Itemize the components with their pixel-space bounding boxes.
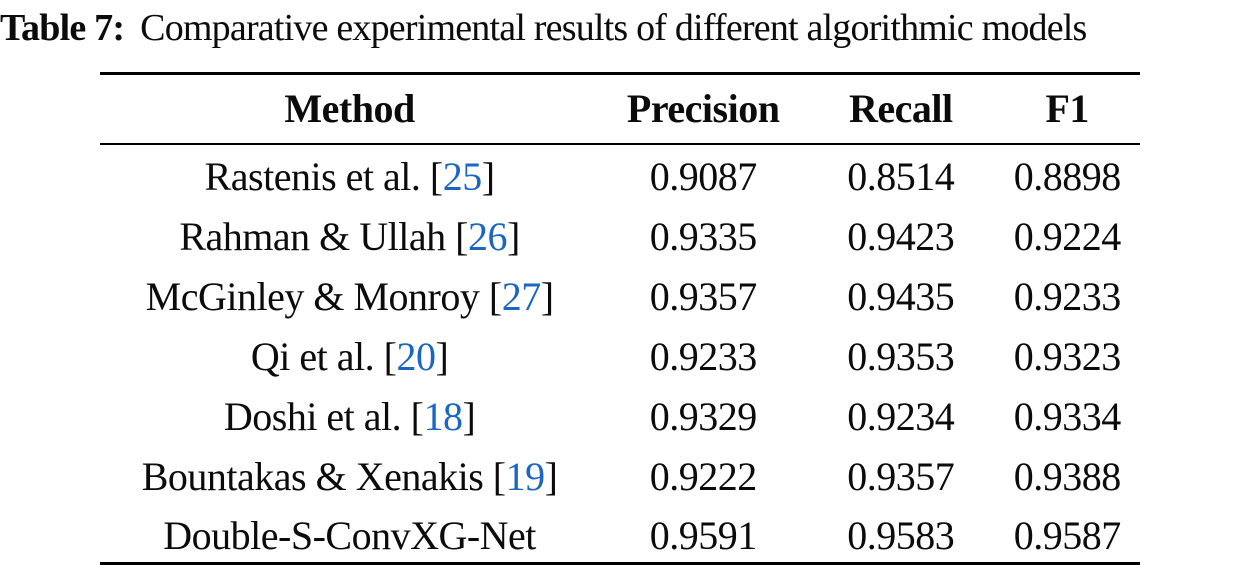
f1-cell: 0.8898 <box>1013 154 1121 199</box>
recall-cell: 0.9583 <box>847 512 955 558</box>
table-row: Qi et al. [20] 0.9233 0.9353 0.9323 <box>100 324 1140 384</box>
citation-link[interactable]: 27 <box>501 273 542 319</box>
header-row: Method Precision Recall F1 <box>100 73 1140 145</box>
citation-link[interactable]: 20 <box>396 333 436 379</box>
table-caption-label: Table 7: <box>0 7 125 49</box>
table-row: McGinley & Monroy [27] 0.9357 0.9435 0.9233 <box>100 264 1140 324</box>
method-cell: Bountakas & Xenakis [19] <box>141 453 558 499</box>
recall-cell: 0.9357 <box>847 453 955 499</box>
table-caption-text: Comparative experimental results of diff… <box>140 7 1087 49</box>
recall-cell: 0.9353 <box>847 333 955 379</box>
precision-cell: 0.9335 <box>649 213 758 259</box>
precision-cell: 0.9222 <box>649 453 758 499</box>
table-row: Bountakas & Xenakis [19] 0.9222 0.9357 0.93… <box>100 444 1140 504</box>
f1-cell: 0.9388 <box>1013 453 1121 499</box>
precision-cell: 0.9357 <box>649 273 758 319</box>
method-cell: McGinley & Monroy [27] <box>145 273 554 319</box>
method-name: Rastenis et al. <box>204 154 421 199</box>
method-cell: Doshi et al. [18] <box>223 393 476 439</box>
recall-cell: 0.9435 <box>847 273 955 319</box>
f1-cell: 0.9233 <box>1013 273 1121 319</box>
f1-cell: 0.9587 <box>1013 512 1121 558</box>
method-name: McGinley & Monroy <box>145 273 480 319</box>
results-table: Method Precision Recall F1 Rastenis et al. … <box>100 72 1140 565</box>
method-name: Bountakas & Xenakis <box>141 453 484 499</box>
precision-cell: 0.9087 <box>649 154 758 199</box>
table-caption: Table 7: Comparative experimental results… <box>0 2 1243 54</box>
method-name: Doshi et al. <box>223 393 402 439</box>
column-header-recall: Recall <box>807 73 995 145</box>
column-header-method: Method <box>100 73 600 145</box>
precision-cell: 0.9591 <box>649 512 758 558</box>
recall-cell: 0.8514 <box>847 154 955 199</box>
method-cell: Rahman & Ullah [26] <box>179 213 520 259</box>
table-row: Doshi et al. [18] 0.9329 0.9234 0.9334 <box>100 384 1140 444</box>
f1-cell: 0.9323 <box>1013 333 1121 379</box>
precision-cell: 0.9233 <box>649 333 758 379</box>
table-row: Rastenis et al. [25] 0.9087 0.8514 0.8898 <box>100 144 1140 204</box>
method-cell: Double-S-ConvXG-Net <box>100 504 599 564</box>
citation-link[interactable]: 18 <box>423 393 464 439</box>
citation-link[interactable]: 25 <box>442 154 483 199</box>
method-cell: Rastenis et al. [25] <box>204 154 495 199</box>
method-name: Qi et al. <box>250 333 375 379</box>
method-name: Rahman & Ullah <box>179 213 446 259</box>
recall-cell: 0.9234 <box>847 393 955 439</box>
table-row: Rahman & Ullah [26] 0.9335 0.9423 0.9224 <box>100 204 1140 264</box>
method-name: Double-S-ConvXG-Net <box>163 512 536 558</box>
column-header-precision: Precision <box>599 73 808 145</box>
table-row: Double-S-ConvXG-Net 0.9591 0.9583 0.9587 <box>100 504 1140 564</box>
citation-link[interactable]: 26 <box>467 213 508 259</box>
citation-link[interactable]: 19 <box>505 453 546 499</box>
recall-cell: 0.9423 <box>847 213 955 259</box>
method-cell: Qi et al. [20] <box>250 333 449 379</box>
column-header-f1: F1 <box>994 73 1140 145</box>
f1-cell: 0.9224 <box>1013 213 1121 259</box>
f1-cell: 0.9334 <box>1013 393 1121 439</box>
precision-cell: 0.9329 <box>649 393 758 439</box>
